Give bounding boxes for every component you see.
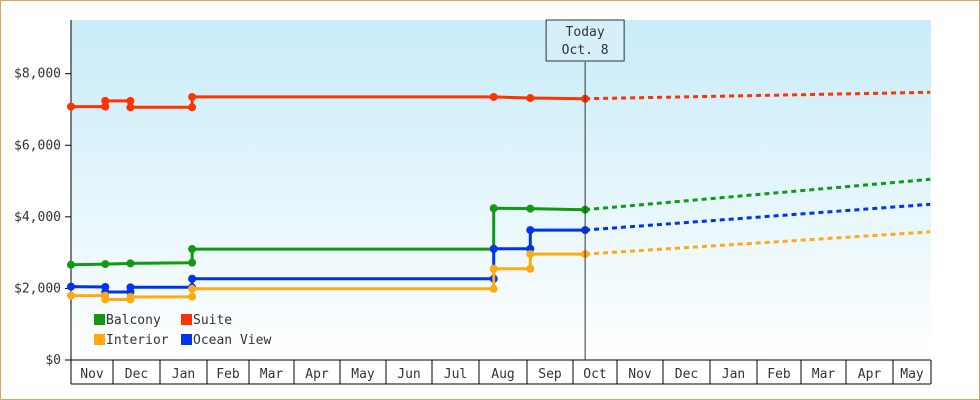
y-tick-label: $2,000 bbox=[14, 281, 61, 296]
data-point-suite bbox=[489, 92, 498, 101]
today-box bbox=[545, 19, 625, 62]
data-point-suite bbox=[188, 92, 197, 101]
y-tick-label: $8,000 bbox=[14, 67, 61, 82]
x-tick-label: May bbox=[351, 367, 375, 382]
legend-label-suite: Suite bbox=[193, 313, 232, 328]
x-tick-label: Nov bbox=[80, 367, 104, 382]
data-point-interior bbox=[188, 292, 197, 301]
data-point-balcony bbox=[101, 260, 110, 269]
data-point-interior bbox=[526, 264, 535, 273]
today-label: Today bbox=[566, 25, 605, 40]
data-point-interior bbox=[489, 264, 498, 273]
data-point-ocean-view bbox=[489, 244, 498, 253]
data-point-balcony bbox=[188, 245, 197, 254]
x-tick-label: Nov bbox=[628, 367, 652, 382]
legend-swatch-balcony bbox=[94, 314, 105, 325]
data-point-interior bbox=[67, 291, 75, 300]
projection-line-balcony bbox=[584, 177, 931, 212]
data-point-interior bbox=[489, 284, 498, 293]
projection-line-suite bbox=[585, 90, 931, 101]
data-point-suite bbox=[188, 103, 197, 112]
x-tick-label: May bbox=[900, 367, 924, 382]
data-point-interior bbox=[126, 293, 135, 302]
x-tick-label: Jan bbox=[722, 367, 745, 382]
data-point-suite bbox=[67, 102, 75, 111]
data-point-interior bbox=[526, 250, 535, 259]
data-point-balcony bbox=[67, 260, 75, 269]
data-point-ocean-view bbox=[188, 274, 197, 283]
x-tick-label: Feb bbox=[216, 367, 240, 382]
data-point-balcony bbox=[126, 259, 135, 268]
projection-line-ocean-view bbox=[584, 202, 931, 232]
legend-swatch-ocean-view bbox=[181, 334, 192, 345]
x-tick-label: Dec bbox=[125, 367, 148, 382]
legend-label-balcony: Balcony bbox=[106, 313, 161, 328]
data-point-suite bbox=[126, 96, 135, 105]
data-point-interior bbox=[188, 284, 197, 293]
x-tick-label: Feb bbox=[767, 367, 791, 382]
y-tick-label: $0 bbox=[45, 353, 61, 368]
y-tick-label: $6,000 bbox=[14, 138, 61, 153]
legend-swatch-interior bbox=[94, 334, 105, 345]
projection-line-interior bbox=[585, 230, 931, 256]
x-tick-label: Apr bbox=[858, 367, 882, 382]
data-point-balcony bbox=[526, 204, 535, 213]
data-point-balcony bbox=[489, 204, 498, 213]
x-tick-label: Jun bbox=[397, 367, 420, 382]
data-point-ocean-view bbox=[67, 282, 75, 291]
legend-label-ocean-view: Ocean View bbox=[193, 333, 271, 348]
data-point-suite bbox=[126, 103, 135, 112]
x-tick-label: Aug bbox=[491, 367, 514, 382]
data-point-suite bbox=[526, 94, 535, 103]
data-point-suite bbox=[101, 96, 110, 105]
y-tick-label: $4,000 bbox=[14, 210, 61, 225]
plot-area bbox=[71, 20, 931, 360]
data-point-ocean-view bbox=[126, 283, 135, 292]
legend-swatch-suite bbox=[181, 314, 192, 325]
x-tick-label: Mar bbox=[812, 367, 836, 382]
x-tick-label: Mar bbox=[260, 367, 284, 382]
x-tick-label: Jan bbox=[172, 367, 195, 382]
data-point-suite bbox=[101, 102, 110, 111]
legend-label-interior: Interior bbox=[106, 333, 169, 348]
data-point-balcony bbox=[188, 258, 197, 267]
data-point-interior bbox=[101, 295, 110, 304]
data-point-ocean-view bbox=[526, 226, 535, 235]
x-tick-label: Oct bbox=[583, 367, 606, 382]
x-tick-label: Sep bbox=[538, 367, 562, 382]
x-tick-label: Apr bbox=[305, 367, 329, 382]
x-tick-label: Jul bbox=[444, 367, 467, 382]
x-tick-label: Dec bbox=[675, 367, 698, 382]
today-date: Oct. 8 bbox=[562, 43, 609, 58]
